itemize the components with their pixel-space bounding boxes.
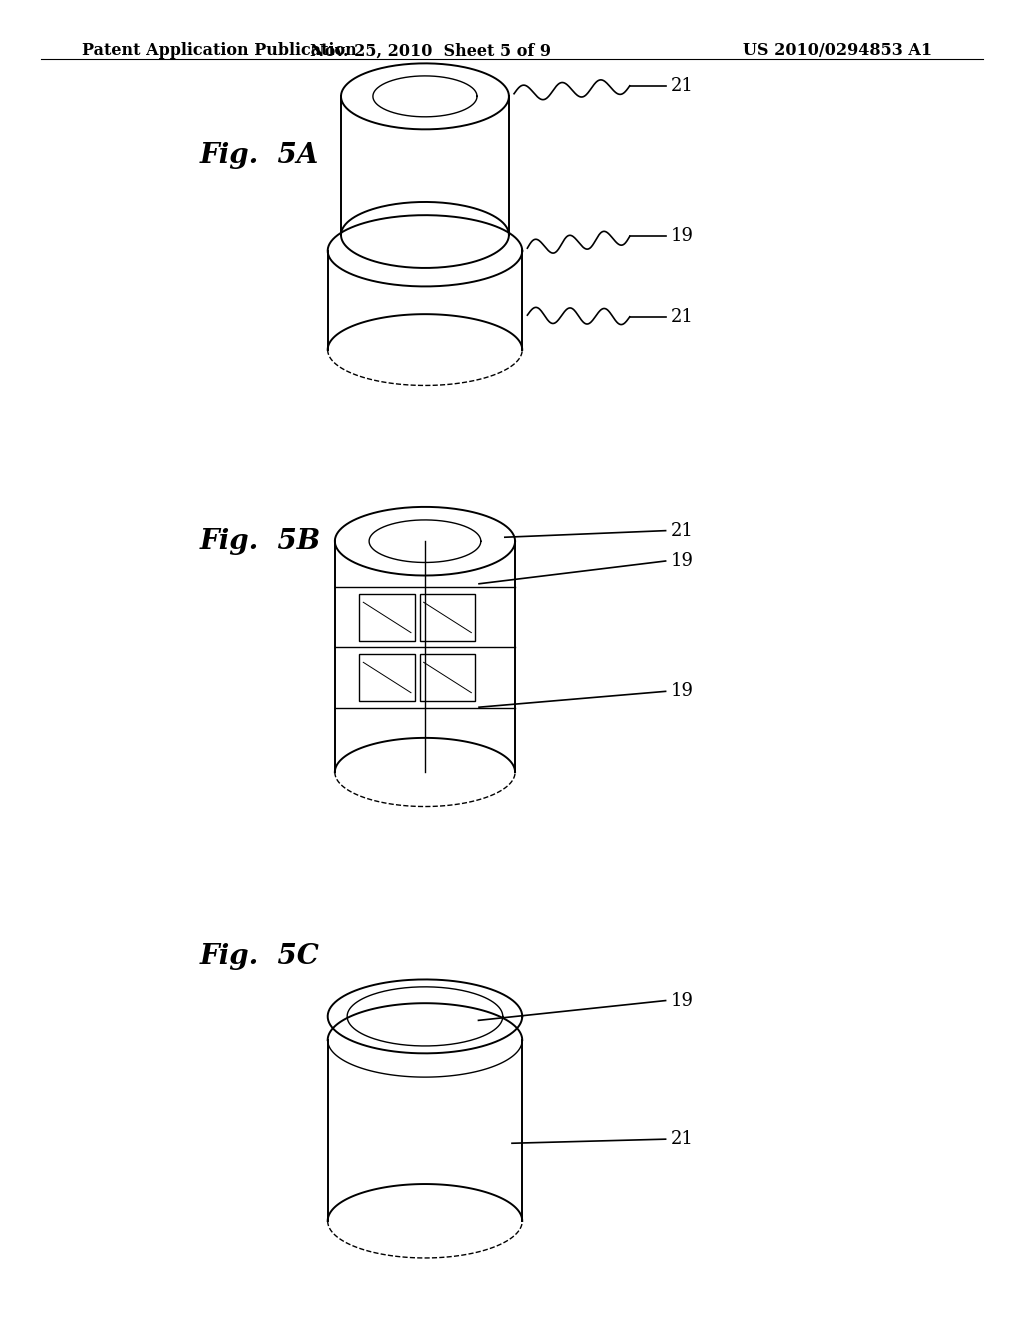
Text: 21: 21 [671,1130,693,1148]
Text: 19: 19 [671,991,693,1010]
Text: Nov. 25, 2010  Sheet 5 of 9: Nov. 25, 2010 Sheet 5 of 9 [309,42,551,59]
Text: Fig.  5C: Fig. 5C [200,944,319,970]
Bar [420,594,475,640]
Bar [359,594,415,640]
Bar [420,655,475,701]
Text: 21: 21 [671,521,693,540]
Text: Patent Application Publication: Patent Application Publication [82,42,356,59]
Text: 19: 19 [671,227,693,246]
Text: 19: 19 [671,682,693,701]
Text: US 2010/0294853 A1: US 2010/0294853 A1 [742,42,932,59]
Text: Fig.  5B: Fig. 5B [200,528,321,554]
Text: 21: 21 [671,77,693,95]
Text: 19: 19 [671,552,693,570]
Text: 21: 21 [671,308,693,326]
Text: Fig.  5A: Fig. 5A [200,143,318,169]
Bar [359,655,415,701]
